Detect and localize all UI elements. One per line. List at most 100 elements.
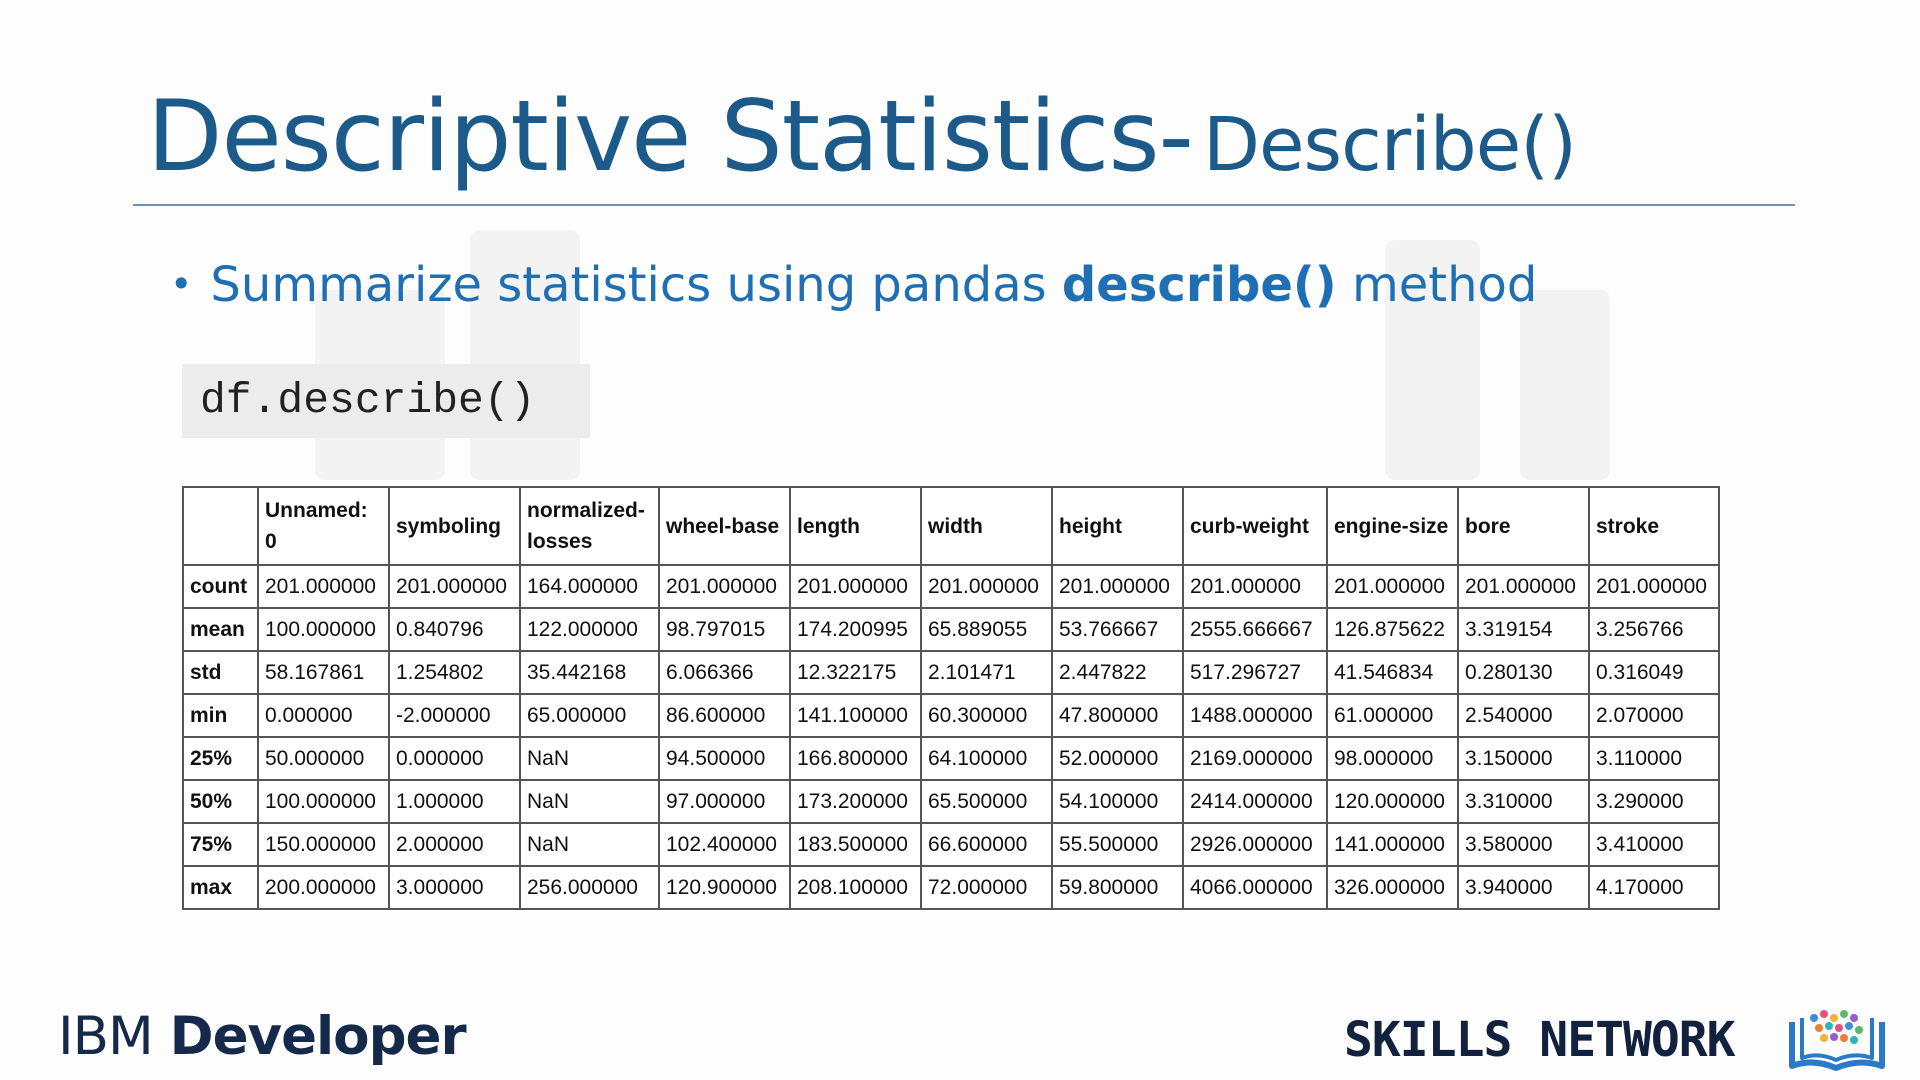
ibm-developer-logo: IBM Developer bbox=[58, 1006, 467, 1067]
bullet-text-prefix: Summarize statistics using pandas bbox=[210, 257, 1062, 313]
table-cell: 164.000000 bbox=[519, 564, 660, 609]
table-cell: 72.000000 bbox=[920, 865, 1053, 910]
table-cell: 61.000000 bbox=[1326, 693, 1459, 738]
table-cell: 201.000000 bbox=[1457, 564, 1590, 609]
table-cell: 150.000000 bbox=[257, 822, 390, 867]
table-cell: 141.000000 bbox=[1326, 822, 1459, 867]
column-header: normalized-losses bbox=[519, 486, 660, 566]
table-cell: 2.101471 bbox=[920, 650, 1053, 695]
table-cell: 41.546834 bbox=[1326, 650, 1459, 695]
background-watermark bbox=[1520, 290, 1610, 480]
table-cell: 0.280130 bbox=[1457, 650, 1590, 695]
table-cell: 120.900000 bbox=[658, 865, 791, 910]
row-label: 50% bbox=[182, 779, 259, 824]
table-row: min 0.000000 -2.000000 65.000000 86.600000 14… bbox=[182, 693, 1720, 738]
table-cell: 100.000000 bbox=[257, 779, 390, 824]
table-cell: 100.000000 bbox=[257, 607, 390, 652]
table-cell: 183.500000 bbox=[789, 822, 922, 867]
table-cell: 0.000000 bbox=[257, 693, 390, 738]
table-cell: 2.000000 bbox=[388, 822, 521, 867]
table-cell: 201.000000 bbox=[1051, 564, 1184, 609]
table-cell: 120.000000 bbox=[1326, 779, 1459, 824]
table-cell: 201.000000 bbox=[658, 564, 791, 609]
table-cell: 208.100000 bbox=[789, 865, 922, 910]
table-cell: 1.254802 bbox=[388, 650, 521, 695]
column-header: curb-weight bbox=[1182, 486, 1328, 566]
table-cell: 35.442168 bbox=[519, 650, 660, 695]
table-cell: 59.800000 bbox=[1051, 865, 1184, 910]
table-cell: 201.000000 bbox=[388, 564, 521, 609]
table-cell: 4.170000 bbox=[1588, 865, 1720, 910]
table-cell: 1488.000000 bbox=[1182, 693, 1328, 738]
background-watermark bbox=[1385, 240, 1480, 480]
table-cell: 126.875622 bbox=[1326, 607, 1459, 652]
table-row: 50% 100.000000 1.000000 NaN 97.000000 173.200… bbox=[182, 779, 1720, 824]
table-cell: NaN bbox=[519, 779, 660, 824]
table-cell: 60.300000 bbox=[920, 693, 1053, 738]
table-cell: 102.400000 bbox=[658, 822, 791, 867]
table-cell: 12.322175 bbox=[789, 650, 922, 695]
table-cell: 3.000000 bbox=[388, 865, 521, 910]
table-cell: 326.000000 bbox=[1326, 865, 1459, 910]
bullet-text-bold: describe() bbox=[1061, 257, 1337, 313]
background-watermark bbox=[470, 230, 580, 480]
table-cell: 4066.000000 bbox=[1182, 865, 1328, 910]
slide-title: Descriptive Statistics- Describe() bbox=[147, 88, 1577, 186]
table-cell: 2.447822 bbox=[1051, 650, 1184, 695]
table-cell: 53.766667 bbox=[1051, 607, 1184, 652]
column-header: wheel-base bbox=[658, 486, 791, 566]
table-header-row: Unnamed: 0 symboling normalized-losses whee… bbox=[182, 486, 1720, 566]
table-cell: 47.800000 bbox=[1051, 693, 1184, 738]
table-cell: 201.000000 bbox=[257, 564, 390, 609]
column-header: stroke bbox=[1588, 486, 1720, 566]
table-cell: 98.000000 bbox=[1326, 736, 1459, 781]
table-cell: 0.316049 bbox=[1588, 650, 1720, 695]
table-cell: 54.100000 bbox=[1051, 779, 1184, 824]
title-divider bbox=[133, 204, 1795, 206]
column-header: height bbox=[1051, 486, 1184, 566]
table-cell: 0.000000 bbox=[388, 736, 521, 781]
table-cell: 50.000000 bbox=[257, 736, 390, 781]
developer-word: Developer bbox=[169, 1006, 467, 1067]
skills-network-book-icon bbox=[1789, 1010, 1885, 1071]
table-cell: 3.310000 bbox=[1457, 779, 1590, 824]
title-main: Descriptive Statistics- bbox=[147, 80, 1194, 194]
table-cell: -2.000000 bbox=[388, 693, 521, 738]
table-row: std 58.167861 1.254802 35.442168 6.066366 12.… bbox=[182, 650, 1720, 695]
table-cell: 6.066366 bbox=[658, 650, 791, 695]
row-label: min bbox=[182, 693, 259, 738]
table-cell: 2926.000000 bbox=[1182, 822, 1328, 867]
table-cell: NaN bbox=[519, 736, 660, 781]
table-cell: 2169.000000 bbox=[1182, 736, 1328, 781]
table-cell: 3.580000 bbox=[1457, 822, 1590, 867]
table-cell: 122.000000 bbox=[519, 607, 660, 652]
table-cell: 201.000000 bbox=[789, 564, 922, 609]
table-cell: 97.000000 bbox=[658, 779, 791, 824]
table-cell: 58.167861 bbox=[257, 650, 390, 695]
code-snippet: df.describe() bbox=[182, 364, 590, 438]
table-cell: 98.797015 bbox=[658, 607, 791, 652]
table-cell: 517.296727 bbox=[1182, 650, 1328, 695]
table-cell: 66.600000 bbox=[920, 822, 1053, 867]
table-cell: 201.000000 bbox=[920, 564, 1053, 609]
row-label: 75% bbox=[182, 822, 259, 867]
row-label: std bbox=[182, 650, 259, 695]
column-header: length bbox=[789, 486, 922, 566]
table-cell: 64.100000 bbox=[920, 736, 1053, 781]
row-label: mean bbox=[182, 607, 259, 652]
table-cell: 65.889055 bbox=[920, 607, 1053, 652]
table-cell: 3.319154 bbox=[1457, 607, 1590, 652]
table-cell: 166.800000 bbox=[789, 736, 922, 781]
table-cell: 94.500000 bbox=[658, 736, 791, 781]
table-cell: 1.000000 bbox=[388, 779, 521, 824]
table-row: 75% 150.000000 2.000000 NaN 102.400000 183.50… bbox=[182, 822, 1720, 867]
row-label: 25% bbox=[182, 736, 259, 781]
table-cell: 65.500000 bbox=[920, 779, 1053, 824]
table-cell: 2555.666667 bbox=[1182, 607, 1328, 652]
table-cell: 141.100000 bbox=[789, 693, 922, 738]
table-cell: 65.000000 bbox=[519, 693, 660, 738]
bullet-dot-icon: • bbox=[170, 262, 193, 306]
table-cell: 86.600000 bbox=[658, 693, 791, 738]
table-cell: 201.000000 bbox=[1182, 564, 1328, 609]
table-cell: 2.540000 bbox=[1457, 693, 1590, 738]
